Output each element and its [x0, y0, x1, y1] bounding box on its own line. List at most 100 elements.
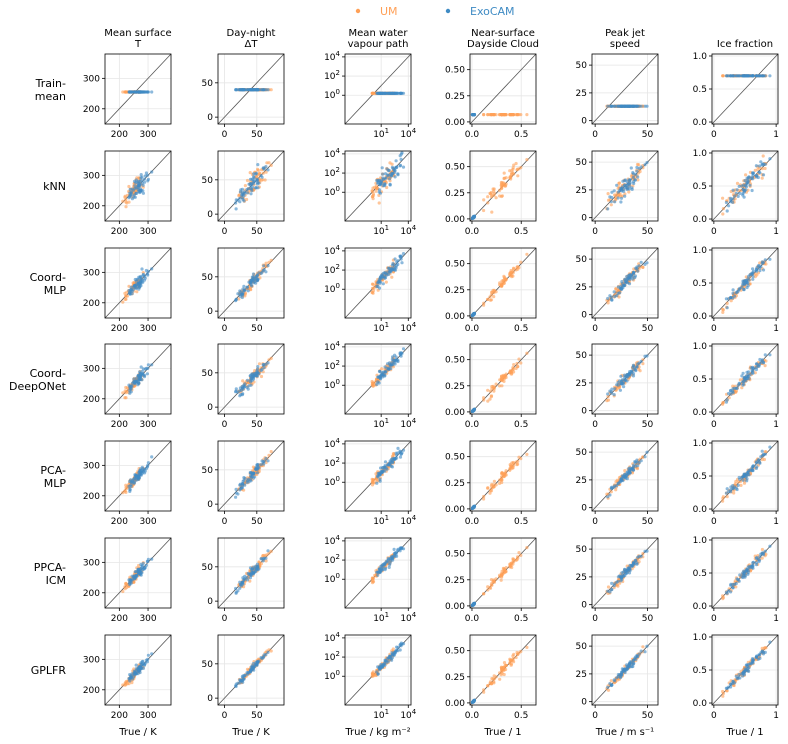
- data-point-exocam: [391, 456, 395, 460]
- data-point-exocam: [751, 561, 755, 565]
- data-point-exocam: [729, 590, 733, 594]
- data-point-exocam: [262, 556, 266, 560]
- x-tick-label: 1: [773, 130, 779, 140]
- y-tick-label: 200: [83, 202, 100, 212]
- y-tick-label: 102: [324, 456, 340, 469]
- row-label: kNN: [43, 180, 66, 193]
- data-point-um: [516, 113, 520, 117]
- data-point-exocam: [383, 276, 387, 280]
- data-point-exocam: [735, 188, 739, 192]
- data-point-exocam: [741, 478, 745, 482]
- scatter-points: [470, 546, 529, 608]
- data-point-exocam: [134, 574, 138, 578]
- data-point-um: [739, 483, 743, 487]
- data-point-um: [492, 113, 496, 117]
- data-point-exocam: [134, 475, 138, 479]
- data-point-exocam: [621, 474, 626, 478]
- scatter-points: [370, 446, 406, 487]
- scatter-points: [121, 363, 154, 400]
- data-point-exocam: [133, 195, 137, 199]
- data-point-exocam: [625, 379, 629, 383]
- data-point-um: [245, 197, 249, 202]
- data-point-um: [606, 192, 610, 196]
- y-tick-label: 104: [324, 340, 340, 353]
- data-point-exocam: [628, 567, 632, 571]
- data-point-exocam: [751, 274, 755, 279]
- x-tick-label: 0: [222, 324, 228, 334]
- data-point-exocam: [746, 284, 750, 288]
- x-tick-label: 300: [139, 324, 156, 334]
- data-point-exocam: [725, 306, 729, 310]
- data-point-um: [390, 275, 394, 279]
- y-tick-label: 0: [581, 504, 587, 514]
- data-point-exocam: [143, 174, 147, 178]
- y-tick-label: 102: [324, 263, 340, 276]
- data-point-exocam: [396, 172, 400, 176]
- data-point-exocam: [743, 473, 748, 477]
- data-point-exocam: [249, 378, 253, 382]
- data-point-exocam: [625, 477, 629, 481]
- data-point-exocam: [619, 196, 624, 200]
- y-tick-label: 1.0: [693, 149, 708, 159]
- data-point-um: [124, 483, 128, 487]
- data-point-um: [259, 374, 264, 379]
- data-point-exocam: [238, 196, 242, 200]
- data-point-um: [492, 295, 496, 299]
- axes-frame: [344, 537, 412, 609]
- data-point-exocam: [645, 104, 649, 108]
- data-point-exocam: [742, 287, 746, 292]
- y-tick-label: 200: [83, 299, 100, 309]
- data-point-exocam: [729, 490, 733, 494]
- data-point-exocam: [731, 586, 735, 590]
- data-point-exocam: [399, 91, 403, 95]
- row-label: Train-: [35, 77, 66, 90]
- y-tick-label: 0.25: [445, 286, 465, 296]
- y-tick-label: 25: [576, 89, 587, 99]
- data-point-exocam: [376, 471, 380, 475]
- data-point-um: [641, 265, 645, 269]
- axes-frame: [104, 343, 172, 415]
- data-point-exocam: [133, 90, 137, 94]
- scatter-points: [721, 544, 772, 601]
- legend-label-exocam: ExoCAM: [470, 5, 515, 18]
- data-point-um: [516, 364, 520, 369]
- x-tick-label: 101: [373, 417, 389, 430]
- data-point-exocam: [266, 549, 270, 553]
- data-point-um: [370, 581, 375, 585]
- data-point-exocam: [383, 566, 388, 570]
- data-point-exocam: [745, 181, 749, 185]
- y-tick-label: 0.00: [445, 408, 465, 418]
- y-tick-label: 0: [581, 214, 587, 224]
- data-point-exocam: [756, 364, 760, 368]
- data-point-exocam: [240, 581, 244, 586]
- x-tick-label: 50: [251, 517, 263, 527]
- data-point-exocam: [241, 479, 245, 483]
- data-point-exocam: [393, 91, 397, 95]
- data-point-exocam: [266, 168, 270, 172]
- data-point-um: [482, 592, 486, 596]
- data-point-exocam: [264, 456, 268, 461]
- data-point-exocam: [140, 90, 144, 94]
- data-point-exocam: [146, 463, 150, 468]
- column-title: speed: [610, 39, 640, 50]
- data-point-exocam: [744, 475, 748, 479]
- data-point-exocam: [744, 379, 748, 383]
- data-point-exocam: [391, 363, 395, 367]
- y-tick-label: 0.00: [445, 602, 465, 612]
- data-point-exocam: [250, 372, 254, 376]
- data-point-exocam: [266, 88, 270, 92]
- data-point-exocam: [133, 186, 137, 190]
- data-point-exocam: [393, 166, 397, 170]
- data-point-exocam: [606, 392, 610, 396]
- data-point-exocam: [256, 278, 260, 282]
- data-point-um: [721, 499, 725, 503]
- y-tick-label: 200: [83, 105, 100, 115]
- panel: 0 10.00.51.0: [693, 342, 779, 430]
- y-tick-label: 100: [324, 572, 340, 585]
- data-point-exocam: [645, 354, 649, 358]
- scatter-points: [370, 546, 406, 585]
- x-tick-label: 50: [642, 420, 654, 430]
